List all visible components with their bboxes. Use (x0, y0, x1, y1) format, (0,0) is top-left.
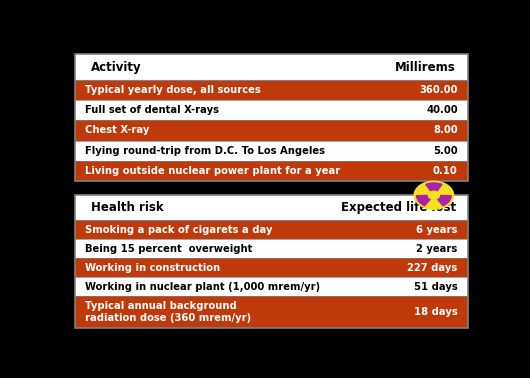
Bar (75, 220, 467, 239)
Text: Full set of dental X-rays: Full set of dental X-rays (85, 105, 219, 115)
Text: 0.10: 0.10 (433, 166, 458, 176)
Bar (75, 121, 467, 141)
Bar (75, 54, 467, 80)
Text: Expected life lost: Expected life lost (341, 201, 456, 214)
Bar (75, 239, 467, 258)
Text: 51 days: 51 days (414, 282, 458, 292)
Bar (75, 80, 467, 100)
Text: Typical yearly dose, all sources: Typical yearly dose, all sources (85, 85, 261, 95)
Text: Activity: Activity (91, 60, 142, 74)
Bar (75, 141, 467, 161)
Text: Millirems: Millirems (395, 60, 456, 74)
Text: Smoking a pack of cigarets a day: Smoking a pack of cigarets a day (85, 225, 272, 235)
Circle shape (414, 181, 454, 209)
Text: Working in construction: Working in construction (85, 263, 220, 273)
Text: Working in nuclear plant (1,000 mrem/yr): Working in nuclear plant (1,000 mrem/yr) (85, 282, 320, 292)
Bar (75, 195, 467, 220)
Text: 2 years: 2 years (417, 243, 458, 254)
Wedge shape (417, 195, 431, 206)
Text: Chest X-ray: Chest X-ray (85, 125, 149, 135)
Circle shape (428, 191, 439, 199)
Bar (75, 161, 467, 181)
Text: 227 days: 227 days (408, 263, 458, 273)
Text: 6 years: 6 years (417, 225, 458, 235)
Text: 40.00: 40.00 (426, 105, 458, 115)
Bar (75, 277, 467, 296)
Bar (75, 258, 467, 277)
Text: Being 15 percent  overweight: Being 15 percent overweight (85, 243, 252, 254)
Bar (75, 100, 467, 121)
Text: Flying round-trip from D.C. To Los Angeles: Flying round-trip from D.C. To Los Angel… (85, 146, 325, 156)
Text: 360.00: 360.00 (419, 85, 458, 95)
Text: Typical annual background
radiation dose (360 mrem/yr): Typical annual background radiation dose… (85, 301, 251, 323)
Bar (75, 296, 467, 328)
Text: 5.00: 5.00 (433, 146, 458, 156)
Text: Health risk: Health risk (91, 201, 164, 214)
Bar (75, 195, 467, 328)
Wedge shape (426, 183, 442, 192)
Text: 18 days: 18 days (414, 307, 458, 317)
Text: 8.00: 8.00 (433, 125, 458, 135)
Wedge shape (437, 195, 451, 206)
Bar (75, 54, 467, 181)
Text: Living outside nuclear power plant for a year: Living outside nuclear power plant for a… (85, 166, 340, 176)
